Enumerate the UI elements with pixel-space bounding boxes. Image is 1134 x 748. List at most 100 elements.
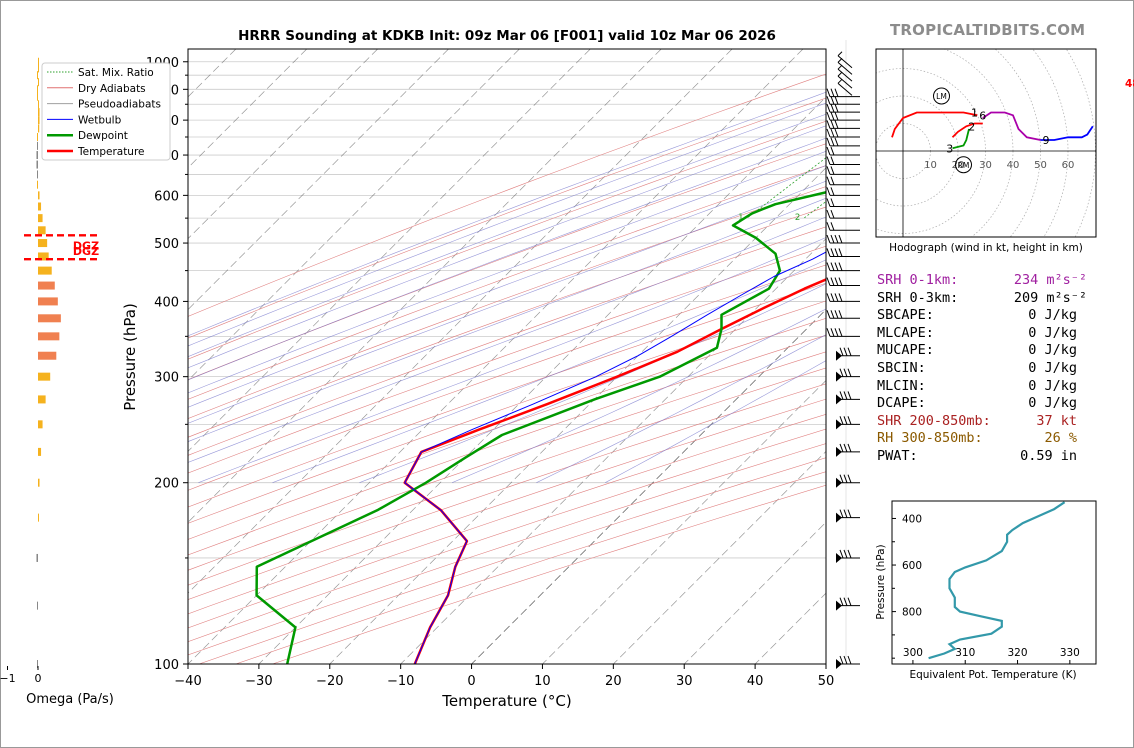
- barb-feather: [839, 509, 844, 518]
- barb-feather: [830, 310, 835, 319]
- series-wetbulb: [404, 251, 826, 664]
- pseudoadiabat: [188, 150, 826, 394]
- stats-value: 0 J/kg: [1028, 395, 1077, 412]
- theta-clip: [928, 501, 1066, 660]
- mixing-ratio-label: 13: [967, 213, 978, 223]
- dgz-label: DGZ: [73, 245, 99, 258]
- barb-feather: [830, 328, 835, 337]
- stats-value: 0 J/kg: [1028, 342, 1077, 359]
- theta-e-profile: [928, 501, 1066, 660]
- hodograph-motion-marker: [955, 156, 972, 174]
- stats-value: 0 J/kg: [1028, 359, 1077, 376]
- barb-feather: [843, 391, 848, 400]
- barb-feather: [830, 120, 835, 129]
- omega-bar: [37, 170, 38, 179]
- barb-feather: [838, 262, 843, 271]
- isotherm-line: [683, 521, 826, 664]
- isotherm-line: [188, 49, 378, 240]
- barb-feather: [830, 234, 835, 244]
- barb-feather: [830, 166, 835, 175]
- omega-bar: [38, 124, 40, 133]
- omega-bar: [38, 314, 61, 323]
- omega-bar: [38, 191, 40, 200]
- barb-feather: [830, 176, 835, 185]
- barb-feather: [847, 416, 852, 425]
- hodograph-trace: [951, 122, 983, 138]
- barb-feather: [838, 328, 843, 337]
- hodograph-trace: [891, 111, 978, 138]
- stats-label: SHR 200-850mb:: [877, 412, 991, 429]
- omega-bar: [38, 226, 46, 235]
- barb-feather: [826, 137, 831, 147]
- dry-adiabat: [188, 351, 826, 571]
- omega-bar: [38, 266, 52, 275]
- barb-feather: [847, 597, 852, 606]
- hodograph-trace: [952, 128, 970, 150]
- dry-adiabat: [188, 264, 826, 491]
- stats-value: 209 m²s⁻²: [1013, 289, 1087, 306]
- barb-feather: [847, 347, 852, 356]
- barb-feather: [834, 128, 839, 138]
- y-tick-label: 300: [154, 371, 179, 386]
- isotherm-line: [188, 49, 591, 452]
- theta-e-frame: [891, 500, 1097, 665]
- hodograph-height-label: 2: [968, 120, 975, 133]
- x-tick-label: −20: [316, 674, 343, 689]
- pseudoadiabat: [188, 216, 826, 463]
- omega-tick-label: −1: [0, 672, 16, 685]
- omega-bar: [37, 660, 38, 668]
- legend-label: Pseudoadiabats: [78, 99, 161, 111]
- series-dewpoint: [255, 191, 826, 664]
- dry-adiabat: [188, 73, 826, 317]
- hodograph-motion-marker: [933, 87, 950, 105]
- dry-adiabat: [188, 413, 826, 629]
- barb-feather: [839, 347, 844, 356]
- barb-feather: [830, 88, 835, 97]
- barb-feather: [830, 156, 835, 165]
- barb-feather: [826, 166, 831, 175]
- brand-watermark: TROPICALTIDBITS.COM: [890, 21, 1086, 39]
- isotherm-line: [542, 379, 826, 664]
- skewt-ylabel: Pressure (hPa): [121, 303, 139, 411]
- theta-e-x-tick-label: 300: [903, 647, 923, 659]
- barb-feather: [830, 96, 835, 105]
- barb-feather: [843, 368, 848, 377]
- dry-adiabat: [188, 334, 826, 556]
- mixing-ratio-line: [1024, 49, 1134, 218]
- omega-bar: [37, 133, 38, 142]
- omega-bar: [37, 85, 38, 94]
- stats-label: MUCAPE:: [877, 342, 934, 359]
- barb-feather: [834, 234, 839, 244]
- pseudoadiabat: [188, 180, 826, 424]
- stats-row: MUCAPE: 0 J/kg: [877, 342, 1077, 360]
- x-tick-label: −10: [387, 674, 414, 689]
- barb-feather: [837, 71, 843, 77]
- theta-e-ylabel: Pressure (hPa): [875, 544, 887, 619]
- barb-feather: [843, 597, 848, 606]
- skewt-background-lines: 1246810131620243036: [188, 49, 1134, 664]
- dry-adiabat: [188, 367, 826, 586]
- isotherm-line: [471, 309, 826, 664]
- legend-label: Temperature: [77, 146, 145, 158]
- mixing-ratio-label: 24: [1032, 213, 1043, 223]
- barb-feather: [847, 549, 852, 559]
- y-tick-label: 500: [154, 237, 179, 252]
- legend-box: [41, 62, 171, 161]
- legend-label: Sat. Mix. Ratio: [78, 67, 154, 79]
- dry-adiabat: [188, 165, 826, 400]
- dry-adiabat: [188, 300, 826, 524]
- omega-bar: [38, 116, 40, 125]
- theta-e-xlabel: Equivalent Pot. Temperature (K): [909, 669, 1076, 681]
- hodograph-frame: [875, 48, 1097, 238]
- omega-xlabel: Omega (Pa/s): [26, 692, 114, 707]
- isotherm-line: [188, 49, 662, 523]
- stats-row: SRH 0-1km: 234 m²s⁻²: [877, 272, 1087, 290]
- barb-staff: [837, 82, 853, 96]
- barb-feather: [834, 120, 839, 129]
- barb-feather: [826, 328, 831, 337]
- isotherm-line: [613, 450, 826, 664]
- mixing-ratio-line: [746, 157, 826, 219]
- isotherm-line: [188, 49, 449, 311]
- omega-bar: [38, 78, 39, 87]
